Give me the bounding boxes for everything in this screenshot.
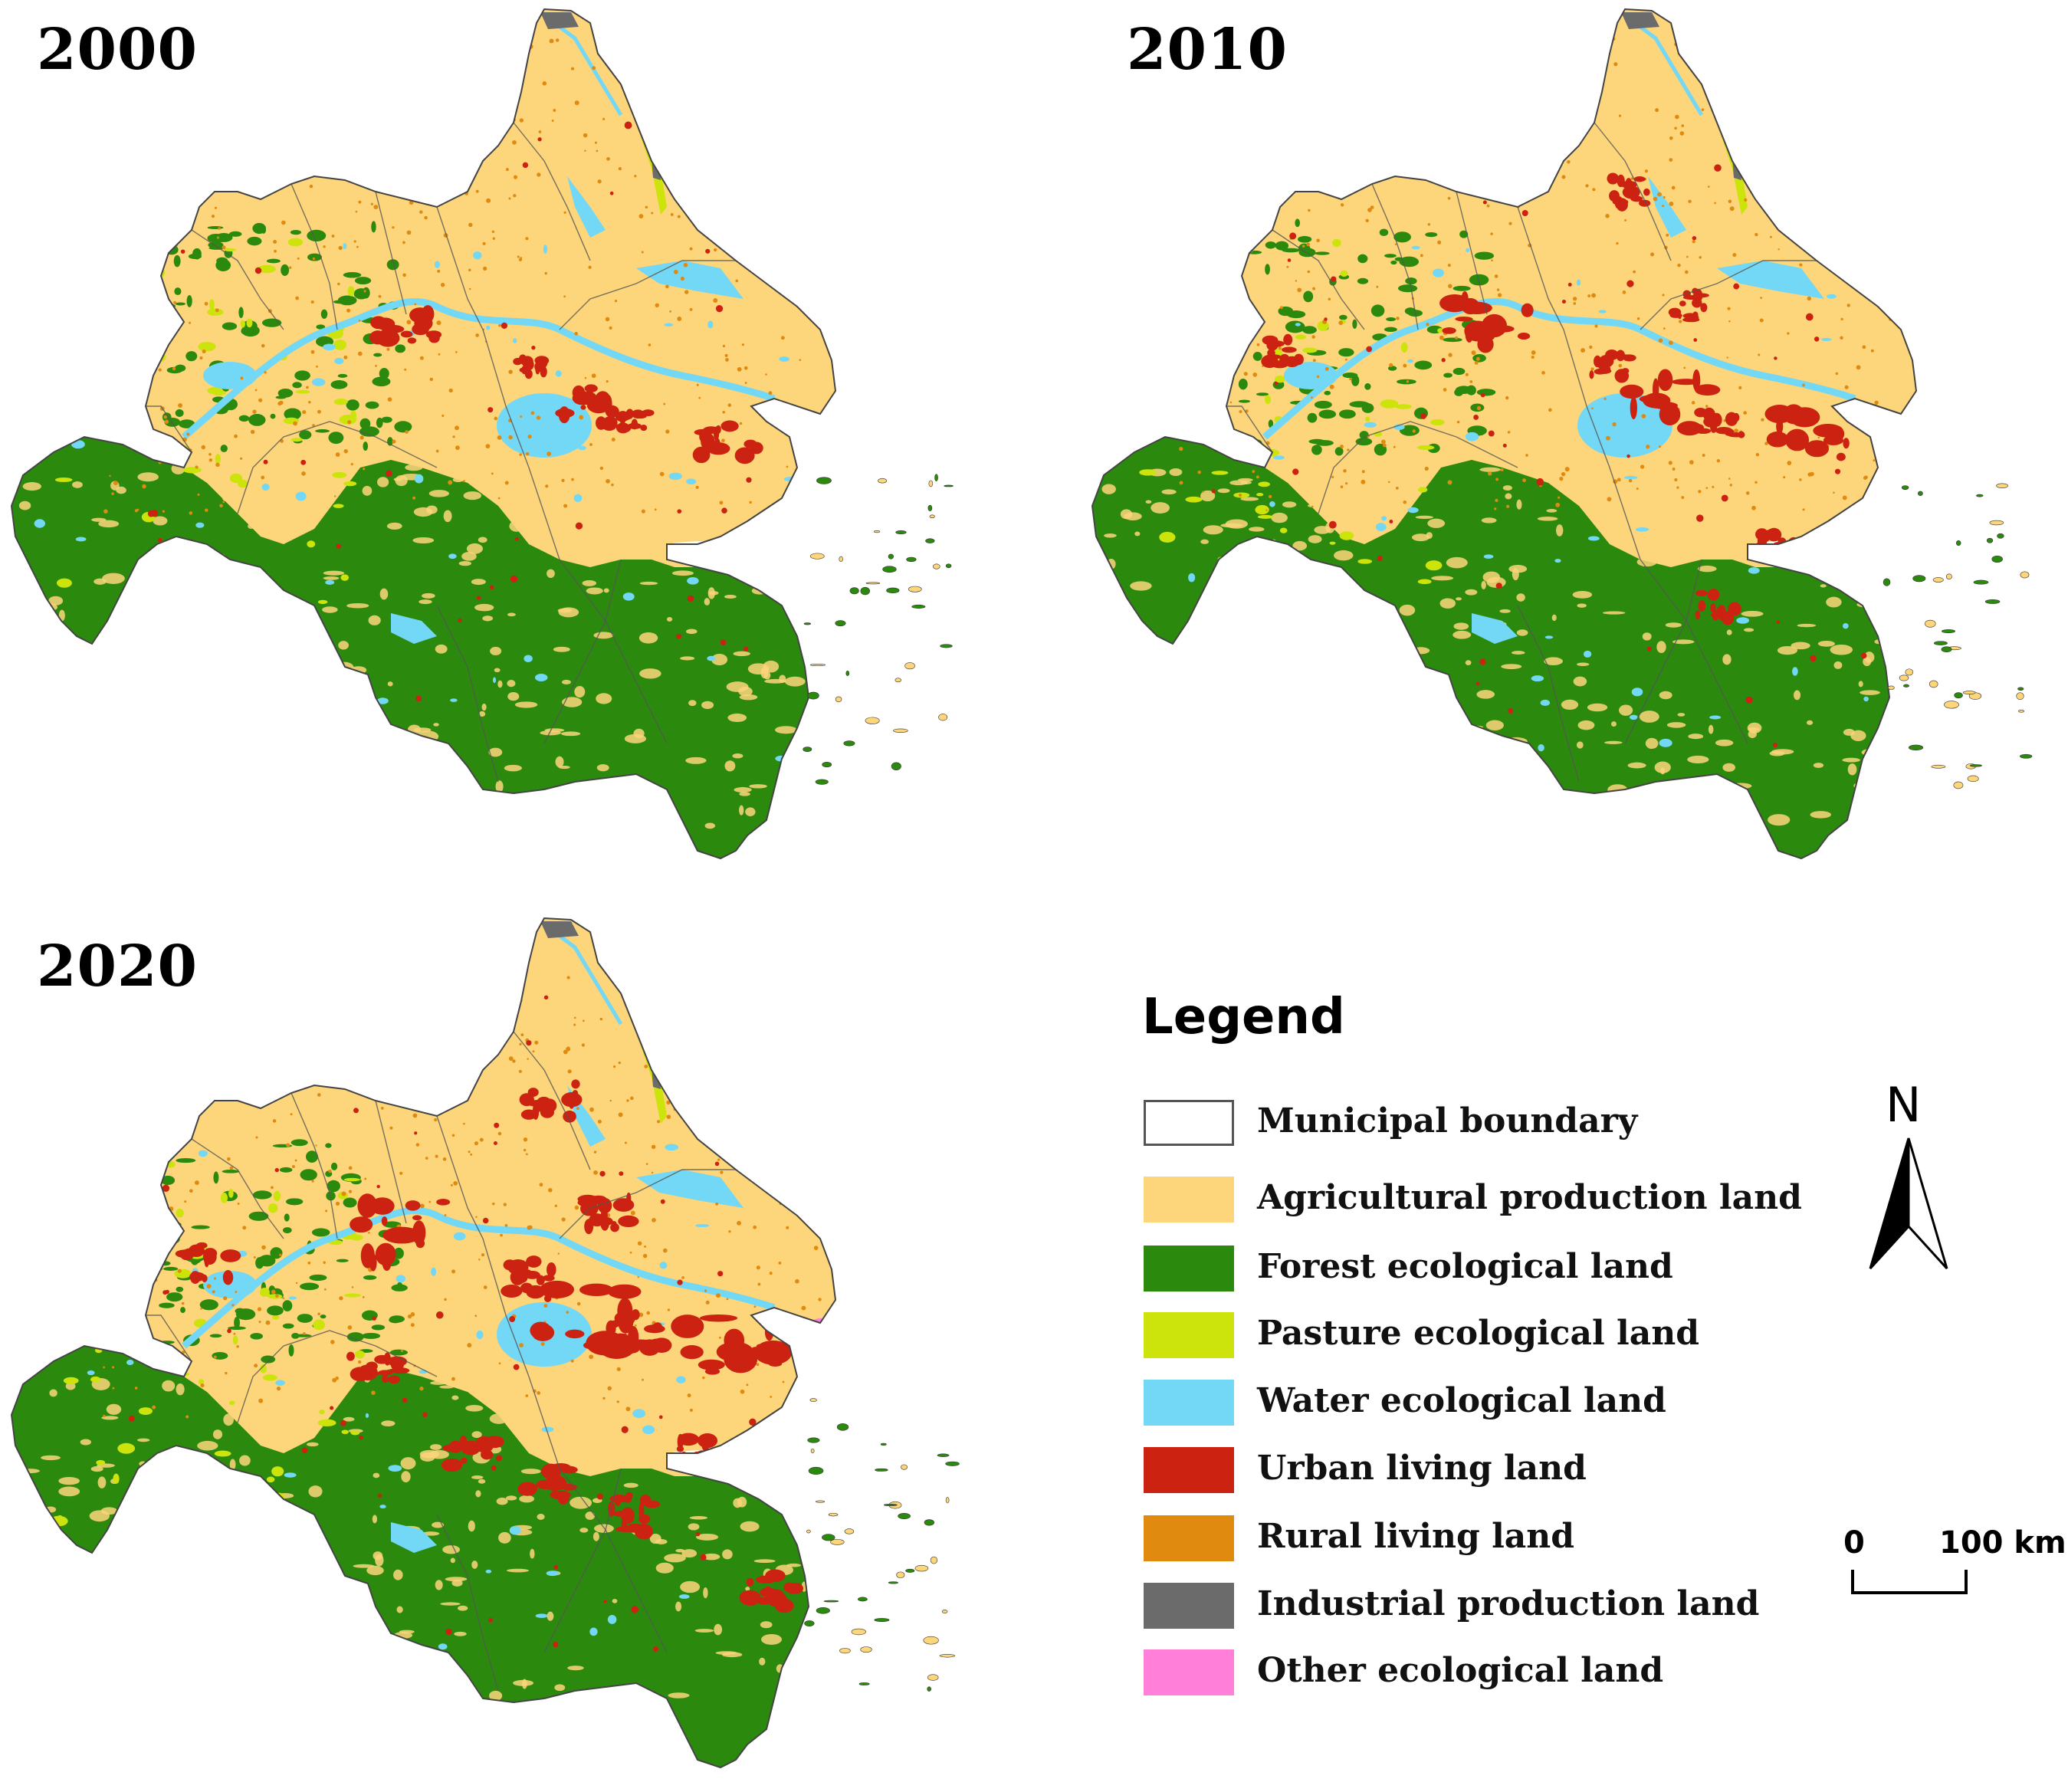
- map-title-2010: 2010: [1127, 17, 1288, 83]
- legend-swatch: [1144, 1177, 1234, 1223]
- map-2000: [8, 8, 989, 881]
- legend-label: Forest ecological land: [1257, 1247, 1673, 1286]
- legend-swatch: [1144, 1447, 1234, 1493]
- scale-bar: 0 100 km: [1843, 1525, 2066, 1617]
- legend-swatch: [1144, 1380, 1234, 1426]
- map-title-2000: 2000: [37, 17, 198, 83]
- legend-swatch: [1144, 1583, 1234, 1629]
- north-arrow-icon: [1869, 1137, 1948, 1270]
- legend-swatch: [1144, 1312, 1234, 1358]
- scale-end-label: 100 km: [1939, 1525, 2066, 1561]
- north-arrow-label: N: [1886, 1077, 1922, 1133]
- legend-label: Municipal boundary: [1257, 1101, 1638, 1141]
- legend-title: Legend: [1142, 989, 1345, 1045]
- map-title-2020: 2020: [37, 934, 198, 999]
- legend-swatch: [1144, 1515, 1234, 1561]
- legend-swatch: [1144, 1649, 1234, 1695]
- legend-label: Industrial production land: [1257, 1584, 1760, 1623]
- scale-bar-line: [1851, 1570, 1968, 1594]
- legend-swatch: [1144, 1100, 1234, 1146]
- legend-label: Urban living land: [1257, 1449, 1587, 1488]
- scale-start-label: 0: [1843, 1525, 1865, 1561]
- legend-label: Agricultural production land: [1257, 1178, 1802, 1217]
- legend-swatch: [1144, 1246, 1234, 1291]
- legend-label: Rural living land: [1257, 1517, 1575, 1556]
- legend-label: Pasture ecological land: [1257, 1314, 1699, 1353]
- map-2020: [8, 917, 989, 1790]
- legend-label: Other ecological land: [1257, 1651, 1664, 1690]
- map-2010: [1088, 8, 2068, 881]
- legend-label: Water ecological land: [1257, 1381, 1666, 1420]
